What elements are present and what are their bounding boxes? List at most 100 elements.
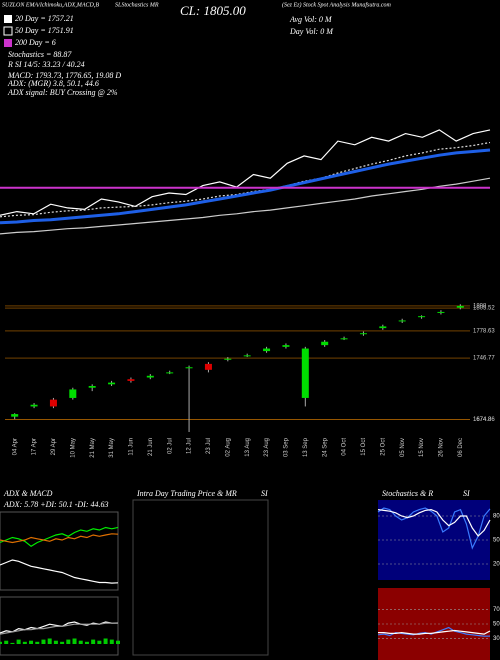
x-tick-label: 04 Oct	[342, 438, 348, 456]
candle-body	[204, 363, 212, 370]
panel-frame	[132, 499, 269, 656]
histogram-bar	[10, 642, 15, 644]
histogram-bar	[4, 640, 9, 644]
histogram-bar	[103, 638, 108, 644]
candle-body	[359, 333, 367, 335]
x-tick-label: 23 Aug	[264, 438, 270, 457]
candle-body	[88, 386, 96, 388]
candle-body	[301, 348, 309, 398]
x-tick-label: 25 Oct	[380, 438, 386, 456]
y-tick-label: 1746.77	[473, 356, 495, 362]
candle-body	[166, 372, 174, 374]
y-tick-label: 1808	[473, 304, 487, 310]
macd-label: MACD: 1793.73, 1776.65, 19.08 D	[7, 71, 121, 80]
y-tick-label: 70	[493, 607, 500, 613]
close-price: CL: 1805.00	[180, 3, 246, 18]
adx-label: ADX: (MGR) 3.8, 50.1, 44.6	[7, 79, 99, 88]
series-line	[0, 622, 118, 635]
histogram-bar	[72, 638, 77, 644]
y-tick-label: 20	[493, 562, 500, 568]
candle-body	[398, 320, 406, 322]
histogram-bar	[78, 640, 83, 644]
y-tick-label: 1778.63	[473, 329, 495, 335]
candle-body	[437, 311, 445, 313]
x-tick-label: 24 Sep	[322, 437, 328, 457]
candle-body	[108, 382, 116, 385]
candle-body	[146, 375, 154, 378]
day-volume: Day Vol: 0 M	[289, 27, 334, 36]
candle-body	[243, 355, 251, 357]
x-tick-label: 03 Sep	[284, 437, 290, 457]
histogram-bar	[116, 640, 120, 644]
candle-body	[379, 326, 387, 329]
histogram-bar	[29, 640, 34, 644]
x-tick-label: 05 Nov	[400, 438, 406, 457]
candle-body	[456, 305, 464, 308]
histogram-bar	[35, 641, 40, 644]
candle-body	[418, 316, 426, 318]
histogram-bar	[41, 639, 46, 644]
panel-title: ADX: 5.78 +DI: 50.1 -DI: 44.63	[3, 500, 109, 509]
x-tick-label: 10 May	[70, 438, 76, 458]
candle-body	[127, 379, 135, 381]
series-line	[0, 177, 491, 235]
series-line	[0, 559, 119, 584]
y-tick-label: 50	[493, 538, 500, 544]
candle-body	[49, 399, 57, 407]
candle-body	[11, 414, 19, 417]
legend-swatch	[4, 15, 12, 23]
candle-body	[185, 367, 193, 369]
candle-body	[282, 345, 290, 347]
ema20-label: 20 Day = 1757.21	[15, 14, 74, 23]
histogram-bar	[109, 639, 114, 644]
series-line	[0, 148, 491, 225]
x-tick-label: 21 Jun	[148, 438, 154, 456]
series-line	[0, 533, 119, 544]
panel-title-right: SI	[261, 489, 268, 498]
histogram-bar	[97, 640, 102, 644]
series-line	[377, 507, 491, 550]
ema50-label: 50 Day = 1751.91	[15, 26, 74, 35]
legend-swatch	[3, 26, 13, 36]
histogram-bar	[16, 639, 21, 644]
x-tick-label: 21 May	[90, 438, 96, 458]
header-source: (Sez Ez) Stock Spot Analysis Munafsutra.…	[282, 1, 392, 8]
ema200-label: 200 Day = 6	[15, 38, 56, 47]
x-tick-label: 26 Nov	[439, 438, 445, 457]
series-line	[0, 141, 491, 218]
histogram-bar	[47, 638, 52, 644]
x-tick-label: 13 Sep	[303, 437, 309, 457]
series-line	[377, 508, 491, 537]
x-tick-label: 12 Jul	[187, 438, 193, 454]
y-tick-label: 50	[493, 622, 500, 628]
histogram-bar	[60, 641, 65, 644]
y-tick-label: 80	[493, 514, 500, 520]
panel-title: Stochastics & R	[382, 489, 433, 498]
histogram-bar	[91, 639, 96, 644]
rsi-label: R SI 14/5: 33.23 / 40.24	[7, 60, 85, 69]
candle-body	[69, 389, 77, 398]
x-tick-label: 04 Apr	[12, 438, 18, 455]
x-tick-label: 23 Jul	[206, 438, 212, 454]
histogram-bar	[0, 641, 2, 644]
y-tick-label: 1805.52	[473, 306, 495, 312]
adx-signal: ADX signal: BUY Crossing @ 2%	[7, 88, 118, 97]
y-tick-label: 1674.8	[473, 417, 492, 423]
x-tick-label: 11 Jun	[129, 438, 135, 456]
histogram-bar	[66, 639, 71, 644]
y-tick-label: 1674.86	[473, 417, 495, 423]
x-tick-label: 31 May	[109, 438, 115, 458]
legend-swatch	[4, 39, 12, 47]
histogram-bar	[84, 641, 89, 644]
histogram-bar	[53, 640, 58, 644]
x-tick-label: 02 Aug	[225, 438, 231, 457]
x-tick-label: 17 Apr	[32, 438, 38, 455]
series-line	[0, 526, 119, 548]
candle-body	[30, 404, 38, 407]
stochastics-label: Stochastics = 88.87	[8, 50, 72, 59]
x-tick-label: 02 Jul	[167, 438, 173, 454]
panel-title-right: SI	[463, 489, 470, 498]
header-subtitle: SLStochastics MR	[115, 2, 159, 8]
panel-frame	[0, 511, 119, 591]
